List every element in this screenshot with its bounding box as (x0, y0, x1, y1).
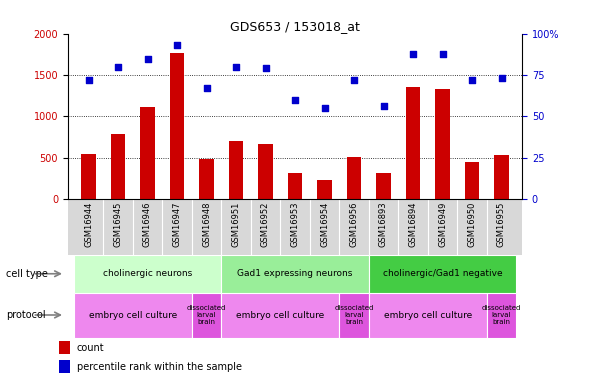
Text: GSM16946: GSM16946 (143, 202, 152, 247)
Bar (369, 255, 516, 292)
Title: GDS653 / 153018_at: GDS653 / 153018_at (230, 20, 360, 33)
Bar (74, 255, 221, 292)
Point (143, 56, 152, 62)
Bar (406, 87, 420, 199)
Bar (221, 255, 369, 292)
Text: GSM16949: GSM16949 (438, 202, 447, 247)
Bar (74, 292, 192, 338)
Text: dissociated
larval
brain: dissociated larval brain (482, 305, 521, 325)
Text: count: count (77, 343, 104, 353)
Point (202, 85, 211, 91)
Bar (199, 159, 214, 199)
Point (408, 51, 418, 57)
Text: GSM16893: GSM16893 (379, 202, 388, 247)
Bar (170, 53, 184, 199)
Bar (465, 162, 479, 199)
Bar (140, 107, 155, 199)
Text: cholinergic/Gad1 negative: cholinergic/Gad1 negative (383, 269, 502, 278)
Bar (317, 180, 332, 199)
Bar (229, 141, 243, 199)
Text: GSM16944: GSM16944 (84, 202, 93, 247)
Text: embryo cell culture: embryo cell culture (384, 310, 472, 320)
Bar (59, 341, 70, 354)
Bar (221, 292, 339, 338)
Text: Gad1 expressing neurons: Gad1 expressing neurons (237, 269, 353, 278)
Point (320, 105, 329, 111)
Point (438, 51, 447, 57)
Point (290, 97, 300, 103)
Text: percentile rank within the sample: percentile rank within the sample (77, 362, 242, 372)
Text: GSM16955: GSM16955 (497, 202, 506, 247)
Text: embryo cell culture: embryo cell culture (236, 310, 324, 320)
Point (497, 75, 506, 81)
Point (113, 64, 123, 70)
Bar (435, 89, 450, 199)
Text: dissociated
larval
brain: dissociated larval brain (335, 305, 373, 325)
Text: GSM16894: GSM16894 (408, 202, 418, 247)
Point (349, 77, 359, 83)
Bar (494, 155, 509, 199)
Bar (376, 173, 391, 199)
Text: cell type: cell type (6, 269, 48, 279)
Bar (59, 360, 70, 373)
Text: GSM16956: GSM16956 (349, 202, 359, 247)
Bar (111, 134, 125, 199)
Text: GSM16947: GSM16947 (172, 202, 182, 247)
Bar (339, 292, 369, 338)
Bar (81, 154, 96, 199)
Bar (288, 173, 302, 199)
Point (172, 42, 182, 48)
Point (84, 77, 93, 83)
Bar (192, 292, 221, 338)
Text: GSM16954: GSM16954 (320, 202, 329, 247)
Bar (487, 292, 516, 338)
Point (261, 65, 270, 71)
Text: protocol: protocol (6, 310, 45, 320)
Point (379, 104, 388, 110)
Text: GSM16951: GSM16951 (231, 202, 241, 247)
Text: dissociated
larval
brain: dissociated larval brain (187, 305, 226, 325)
Text: GSM16950: GSM16950 (467, 202, 477, 247)
Bar (347, 157, 361, 199)
Bar (258, 144, 273, 199)
Text: GSM16953: GSM16953 (290, 202, 300, 247)
Text: GSM16952: GSM16952 (261, 202, 270, 247)
Text: embryo cell culture: embryo cell culture (88, 310, 177, 320)
Point (467, 77, 477, 83)
Bar (369, 292, 487, 338)
Text: cholinergic neurons: cholinergic neurons (103, 269, 192, 278)
Text: GSM16948: GSM16948 (202, 202, 211, 247)
Point (231, 64, 241, 70)
Text: GSM16945: GSM16945 (113, 202, 123, 247)
